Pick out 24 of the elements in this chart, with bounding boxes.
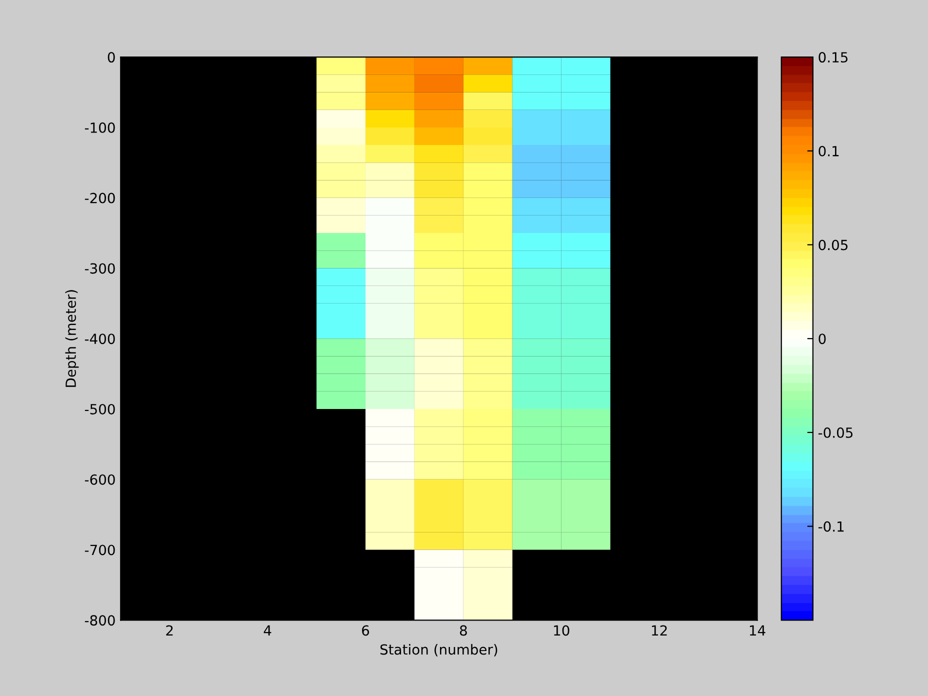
color-bar-label: 0.15 (818, 52, 848, 63)
y-tick-label: -600 (84, 474, 115, 485)
y-tick-label: -800 (84, 615, 115, 626)
y-tick-label: -400 (84, 334, 115, 344)
x-tick-label: 14 (750, 625, 766, 636)
x-tick-label: 2 (166, 625, 173, 636)
y-axis-title: Depth (meter) (65, 290, 79, 387)
x-tick-label: 4 (264, 625, 272, 636)
color-bar-label: 0 (818, 334, 826, 344)
color-bar-label: -0.05 (818, 427, 853, 438)
x-tick-label: 6 (362, 625, 370, 636)
x-tick-label: 8 (460, 625, 467, 636)
x-tick-label: 10 (554, 625, 570, 636)
color-bar-label: 0.05 (818, 240, 848, 250)
color-bar-label: -0.1 (818, 521, 844, 532)
y-tick-label: -100 (84, 122, 115, 133)
x-axis-title: Station (number) (380, 644, 498, 656)
y-tick-label: -700 (84, 544, 115, 556)
color-bar-label: 0.1 (818, 146, 839, 156)
y-tick-label: -200 (84, 192, 115, 204)
y-tick-label: 0 (108, 52, 115, 63)
x-tick-label: 12 (652, 625, 667, 636)
y-tick-label: -300 (84, 263, 115, 274)
y-tick-label: -500 (84, 404, 115, 414)
